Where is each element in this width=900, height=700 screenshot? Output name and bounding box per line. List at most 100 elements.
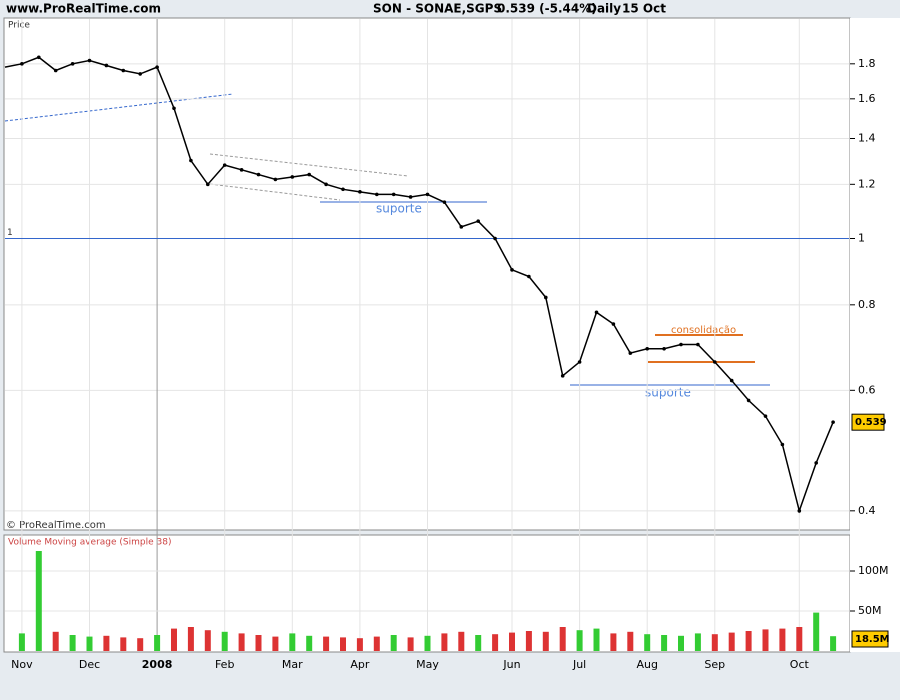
date: 15 Oct — [622, 2, 666, 16]
volume-bar — [644, 634, 651, 651]
volume-bar — [52, 631, 59, 651]
volume-bar — [762, 629, 769, 651]
y-tick-label: 1 — [858, 232, 865, 245]
site: www.ProRealTime.com — [6, 2, 161, 16]
volume-bar — [745, 631, 752, 651]
x-tick-label: 2008 — [142, 658, 173, 671]
volume-bar — [542, 631, 549, 651]
period: Daily — [587, 2, 621, 16]
volume-bar — [779, 628, 786, 651]
volume-bar — [830, 636, 837, 651]
price-start — [4, 63, 23, 68]
price-point — [189, 158, 193, 163]
price-point — [425, 192, 430, 197]
x-tick-label: Nov — [11, 658, 33, 671]
volume-bar — [728, 632, 735, 651]
x-tick-label: Mar — [282, 658, 303, 671]
annotation: consolidação — [671, 325, 736, 336]
volume-bar — [204, 630, 211, 651]
price-point — [442, 200, 447, 204]
volume-bar — [610, 633, 617, 651]
volume-bar — [272, 636, 279, 651]
price-point — [831, 420, 835, 424]
price-point — [544, 295, 548, 300]
price-point — [611, 322, 616, 326]
price-point — [746, 398, 751, 403]
volume-bar — [678, 635, 684, 651]
x-tick-label: Feb — [215, 658, 234, 671]
volume-bar — [137, 638, 144, 651]
quote: 0.539 (-5.44%) — [497, 2, 597, 16]
y-tick-label: 1.4 — [858, 132, 876, 145]
price-point — [476, 219, 481, 223]
y-tick-label: 50M — [858, 604, 882, 617]
volume-bar — [103, 635, 110, 651]
volume-bar — [306, 635, 313, 651]
y-tick-label: 1.8 — [858, 57, 876, 70]
price-point — [104, 63, 109, 68]
price-point — [239, 168, 244, 172]
volume-bar — [86, 636, 93, 651]
price-point — [206, 182, 210, 187]
price-point — [138, 72, 142, 76]
volume-bar — [289, 633, 296, 651]
price-point — [763, 414, 768, 418]
y-tick-label: 0.4 — [858, 504, 876, 517]
price-point — [358, 190, 362, 194]
price-point — [53, 68, 58, 73]
price-point — [729, 378, 734, 383]
price-point — [172, 106, 176, 111]
volume-bar — [340, 637, 346, 651]
volume-bar — [187, 627, 194, 651]
volume-bar — [813, 612, 820, 651]
volume-bar — [407, 637, 414, 651]
axis-panel — [850, 18, 900, 652]
price-point — [70, 62, 75, 66]
price-point — [341, 187, 345, 192]
reference-label: 1 — [7, 228, 13, 238]
y-tick-label: 0.6 — [858, 383, 876, 396]
volume-label: 18.5M — [855, 634, 890, 645]
volume-label-box — [851, 630, 889, 648]
volume-bar — [711, 634, 718, 651]
volume-bar — [120, 637, 127, 651]
x-tick-label: Apr — [350, 658, 370, 671]
volume-bar — [390, 635, 397, 651]
volume-bar — [171, 628, 177, 651]
volume-bar — [525, 631, 532, 651]
y-tick-label: 0.8 — [858, 298, 876, 311]
x-tick-label: Dec — [79, 658, 100, 671]
y-tick-label: 1.2 — [858, 177, 876, 190]
volume-bar — [221, 631, 228, 651]
price-point — [780, 442, 785, 447]
price-point — [290, 175, 295, 179]
price-point — [155, 65, 159, 69]
trend-line — [209, 183, 341, 201]
volume-bar — [373, 636, 380, 651]
x-tick-label: Jun — [502, 658, 520, 671]
symbol: SON - SONAE,SGPS — [373, 2, 502, 16]
volume-bar — [154, 635, 161, 651]
price-point — [37, 55, 41, 60]
price-point — [527, 274, 531, 279]
volume-bar — [492, 634, 499, 651]
price-point — [662, 346, 666, 351]
price-point — [391, 192, 396, 197]
price-point — [814, 461, 818, 465]
price-point — [510, 268, 514, 272]
volume-bar — [627, 631, 634, 651]
price-point — [408, 195, 413, 199]
price-point — [679, 342, 683, 347]
volume-bar — [323, 636, 330, 651]
volume-bar — [255, 635, 262, 651]
last-price-box — [851, 413, 885, 431]
y-tick-label: 1.6 — [858, 92, 876, 105]
volume-bar — [576, 630, 583, 651]
volume-bar — [18, 633, 25, 651]
volume-bar — [593, 628, 600, 651]
volume-bar — [69, 635, 76, 651]
volume-bar — [559, 627, 566, 651]
credit: © ProRealTime.com — [6, 520, 106, 531]
